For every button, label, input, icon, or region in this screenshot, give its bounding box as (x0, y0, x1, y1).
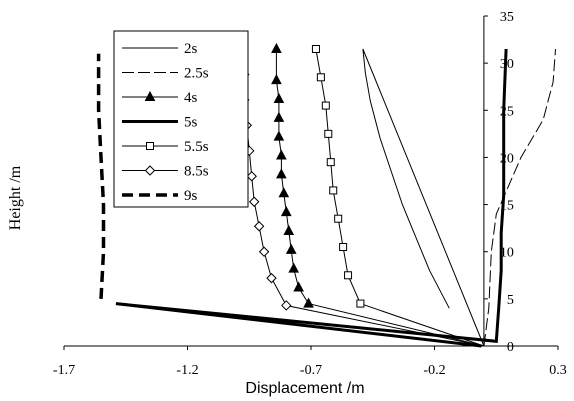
diamond-marker (266, 272, 277, 284)
series-line (115, 48, 508, 348)
triangle-marker (303, 297, 314, 308)
diamond-marker (248, 196, 260, 207)
triangle-marker (278, 187, 290, 198)
square-marker (146, 142, 154, 150)
x-tick-label: 0.3 (549, 363, 567, 378)
y-tick-label: 35 (500, 10, 514, 25)
legend-label: 2.5s (184, 66, 209, 82)
triangle-marker (271, 74, 282, 85)
diamond-marker (246, 171, 257, 182)
square-marker (344, 271, 353, 280)
square-marker (334, 214, 343, 223)
triangle-marker (273, 130, 285, 141)
triangle-marker (144, 90, 156, 101)
legend-item: 9s (122, 188, 198, 204)
diamond-marker (281, 300, 292, 311)
square-marker (329, 186, 338, 195)
series-line (96, 53, 106, 299)
legend-label: 8.5s (184, 164, 209, 180)
legend-label: 5.5s (184, 139, 209, 155)
y-tick-label: 20 (500, 151, 514, 166)
x-tick-label: -0.7 (300, 363, 322, 378)
triangle-marker (271, 42, 282, 53)
tick-labels: -1.7 -1.2 -0.7 -0.2 0.3 0 5 10 15 20 25 30 35 (53, 10, 567, 378)
x-tick-label: -1.7 (53, 363, 75, 378)
y-tick-label: 0 (507, 340, 514, 355)
legend-label: 9s (184, 188, 198, 204)
triangle-marker (283, 224, 295, 235)
x-tick-label: -1.2 (176, 363, 198, 378)
legend-item: 2s (122, 41, 198, 57)
y-tick-label: 25 (500, 104, 514, 119)
series-4s (271, 42, 485, 347)
y-tick-label: 30 (500, 57, 514, 72)
square-marker (356, 299, 365, 308)
legend-item: 4s (122, 90, 198, 106)
series-line (362, 48, 485, 347)
y-axis-title: Height /m (7, 165, 24, 230)
legend-label: 5s (184, 115, 198, 131)
legend-item: 8.5s (122, 164, 209, 180)
diamond-marker (258, 246, 270, 257)
series-9s (96, 53, 106, 299)
series-line (483, 48, 556, 347)
triangle-marker (293, 281, 304, 292)
legend-box (113, 30, 249, 208)
legend-item: 5s (122, 115, 198, 131)
x-axis-title: Displacement /m (245, 380, 364, 397)
series-2s (362, 48, 485, 347)
square-marker (321, 101, 330, 110)
triangle-marker (288, 262, 300, 273)
series-2-5s (483, 48, 556, 347)
triangle-marker (273, 111, 285, 122)
square-marker (326, 158, 335, 167)
triangle-marker (280, 206, 292, 217)
legend-label: 4s (184, 90, 198, 106)
triangle-marker (276, 149, 287, 160)
y-tick-label: 15 (500, 199, 514, 214)
legend-item: 5.5s (122, 139, 209, 155)
x-tick-label: -0.2 (423, 363, 445, 378)
triangle-marker (276, 168, 287, 179)
y-tick-label: 5 (507, 293, 514, 308)
legend-item: 2.5s (122, 66, 209, 82)
square-marker (339, 243, 348, 251)
diamond-marker (144, 165, 156, 176)
square-marker (316, 73, 325, 82)
series-5-5s (311, 45, 485, 347)
legend: 2s 2.5s 4s 5s 5.5s 8.5s 9s (113, 30, 249, 208)
y-tick-label: 10 (500, 246, 514, 261)
square-marker (311, 45, 320, 53)
legend-label: 2s (184, 41, 198, 57)
triangle-marker (285, 243, 297, 254)
diamond-marker (253, 221, 265, 232)
series-5s (115, 48, 508, 348)
square-marker (324, 129, 333, 138)
triangle-marker (273, 92, 285, 103)
